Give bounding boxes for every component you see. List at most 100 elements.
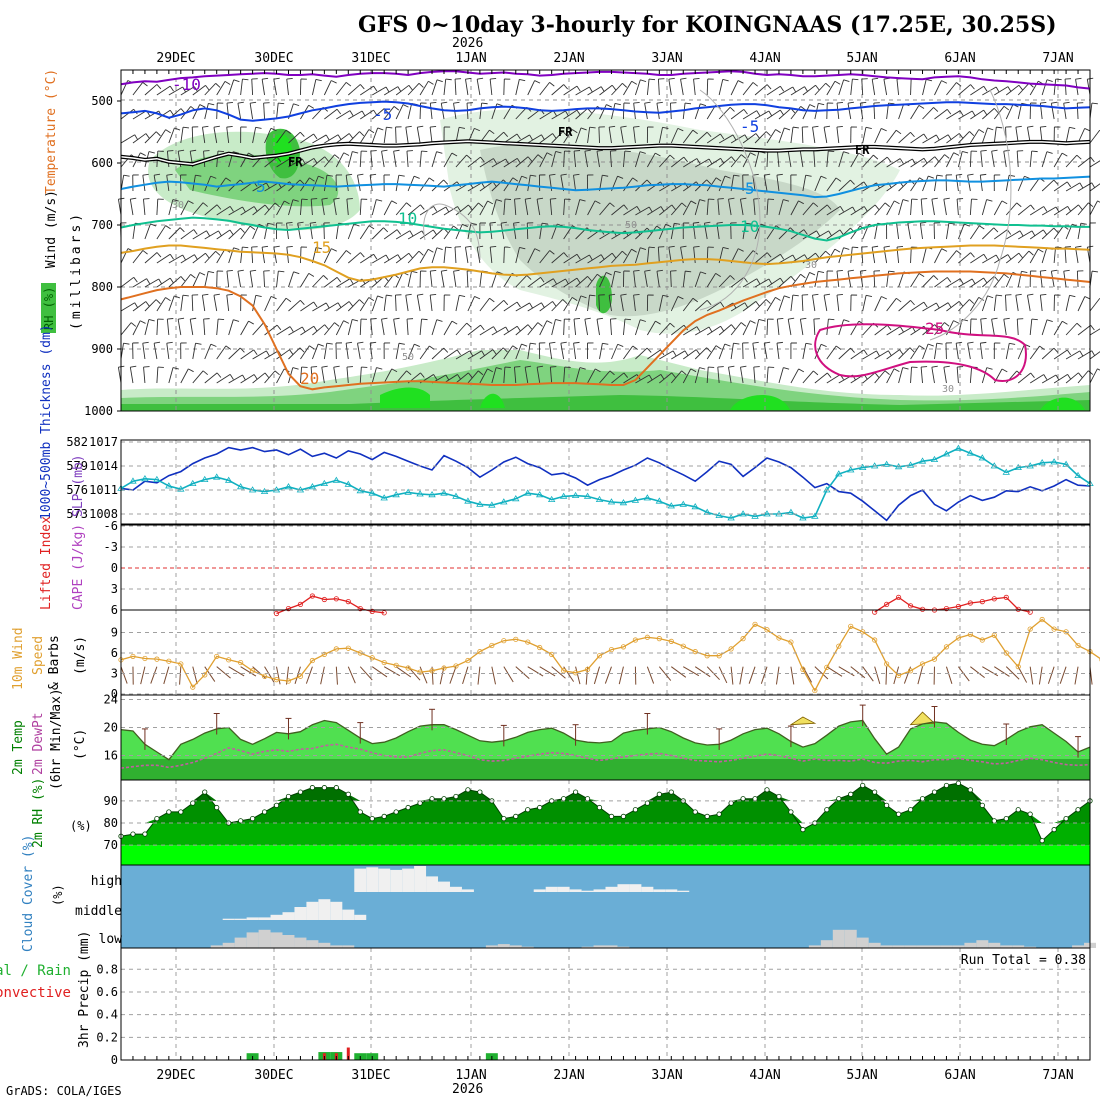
wind-barb [790, 295, 794, 312]
wind10m-speed-point [1015, 664, 1021, 670]
wind-barb-flag [720, 133, 725, 140]
wind-barb [180, 295, 184, 312]
wind10m-speed-point [142, 655, 148, 662]
wind-barb-flag [970, 252, 975, 258]
rh2m-point [405, 804, 411, 811]
wind-barb [752, 175, 756, 192]
wind-barb-flag [398, 174, 405, 177]
li-tick: 3 [111, 582, 118, 596]
slp-marker [799, 514, 807, 521]
wind-barb-flag [417, 125, 424, 128]
wind-barb [129, 367, 134, 384]
wind-barb-flag [226, 269, 233, 272]
wind-barb-flag [700, 271, 707, 275]
wind-barb [647, 181, 661, 192]
wind-barb-flag [1090, 156, 1095, 163]
wind-barb-flag [895, 129, 902, 135]
wind-barb-flag [308, 272, 315, 277]
wind-barb [237, 103, 242, 120]
label-25: 25 [925, 319, 944, 338]
wind-barb-flag [525, 365, 532, 368]
wind-barb [479, 200, 488, 216]
wind-barb [168, 227, 181, 240]
wind-barb [551, 252, 565, 264]
rh2m-fill-80 [121, 783, 1090, 823]
wind-barb-flag [202, 125, 209, 128]
wind-barb-flag [971, 278, 976, 285]
rh2m-point [776, 793, 782, 800]
wind-barb [778, 254, 794, 264]
wind10m-unit: (m/s) [73, 636, 88, 675]
wind-barb [324, 134, 339, 144]
wind-barb-flag [562, 299, 568, 304]
date-bottom-5jan: 5JAN [846, 1068, 877, 1083]
wind-barb [659, 372, 672, 384]
wind-barb-flag [788, 317, 795, 320]
wind-barb-flag [648, 374, 653, 381]
cloud-low-bar [521, 946, 534, 948]
wind-barb-flag [928, 175, 935, 179]
wind-barb-flag [490, 246, 497, 248]
wind-barb-flag [596, 149, 603, 152]
wind-barb-flag [617, 343, 624, 347]
wind-barb [587, 295, 590, 312]
wind-barb-flag [805, 342, 812, 345]
wind-barb [563, 277, 578, 288]
wind-barb-flag [500, 221, 508, 224]
rh-axis-label: RH (%) [42, 287, 56, 330]
wind-barb [1077, 324, 1091, 336]
wind-barb [599, 202, 611, 216]
wind-barb [240, 320, 249, 336]
wind10m-barb [945, 666, 953, 684]
slp-marker [332, 476, 341, 483]
wind10m-speed-point [740, 636, 746, 642]
wind10m-label-line3: & Barbs [47, 635, 62, 690]
cloud-low-bar [940, 945, 953, 948]
wind-barb-flag [503, 300, 509, 306]
wind-barb-flag [704, 221, 711, 224]
wind-barb-flag [995, 254, 1000, 261]
wind-barb-flag [130, 365, 137, 368]
lifted-index-point [1015, 606, 1021, 612]
wind-barb-flag [1007, 86, 1012, 92]
wind-barb [192, 343, 196, 360]
wind-barb [527, 175, 531, 192]
wind-barb-flag [481, 102, 488, 105]
wind-barb-flag [377, 127, 384, 131]
wind-barb-flag [331, 248, 337, 252]
rh2m-point [752, 796, 758, 802]
wind-barb [814, 176, 822, 192]
wind-barb [599, 104, 607, 120]
wind-barb [910, 273, 920, 288]
lifted-index-point [381, 610, 387, 616]
wind-barb [955, 175, 959, 192]
wind10m-speed-point [656, 636, 662, 642]
wind-barb [383, 295, 387, 312]
wind10m-barb [760, 666, 768, 684]
wind10m-speed-point [979, 637, 985, 643]
rh2m-point [1039, 838, 1045, 844]
wind-barb [862, 204, 876, 216]
wind-barb-flag [169, 85, 174, 92]
wind-barb-flag [1027, 125, 1034, 128]
wind-barb [598, 126, 600, 144]
wind-barb [419, 151, 422, 168]
wind-barb-flag [752, 341, 759, 344]
wind-barb [228, 227, 241, 240]
wind-barb-flag [733, 174, 740, 177]
wind-barb [693, 247, 696, 264]
wind-barb [216, 205, 231, 216]
wind-barb-flag [377, 295, 384, 299]
rh2m-point [178, 809, 184, 815]
wind-barb-flag [373, 109, 378, 116]
slp-marker [751, 512, 759, 519]
wind-barb-flag [210, 343, 217, 347]
rh2m-point [728, 800, 734, 806]
wind-barb [204, 372, 218, 384]
wind-barb-flag [436, 79, 443, 83]
wind-barb-flag [677, 127, 684, 132]
cloud-low-bar [1012, 945, 1025, 948]
cloud-high-bar [593, 889, 606, 892]
contour-labels: -10 -5 -5 FR FR FR 5 5 10 10 15 20 25 30… [172, 75, 954, 395]
